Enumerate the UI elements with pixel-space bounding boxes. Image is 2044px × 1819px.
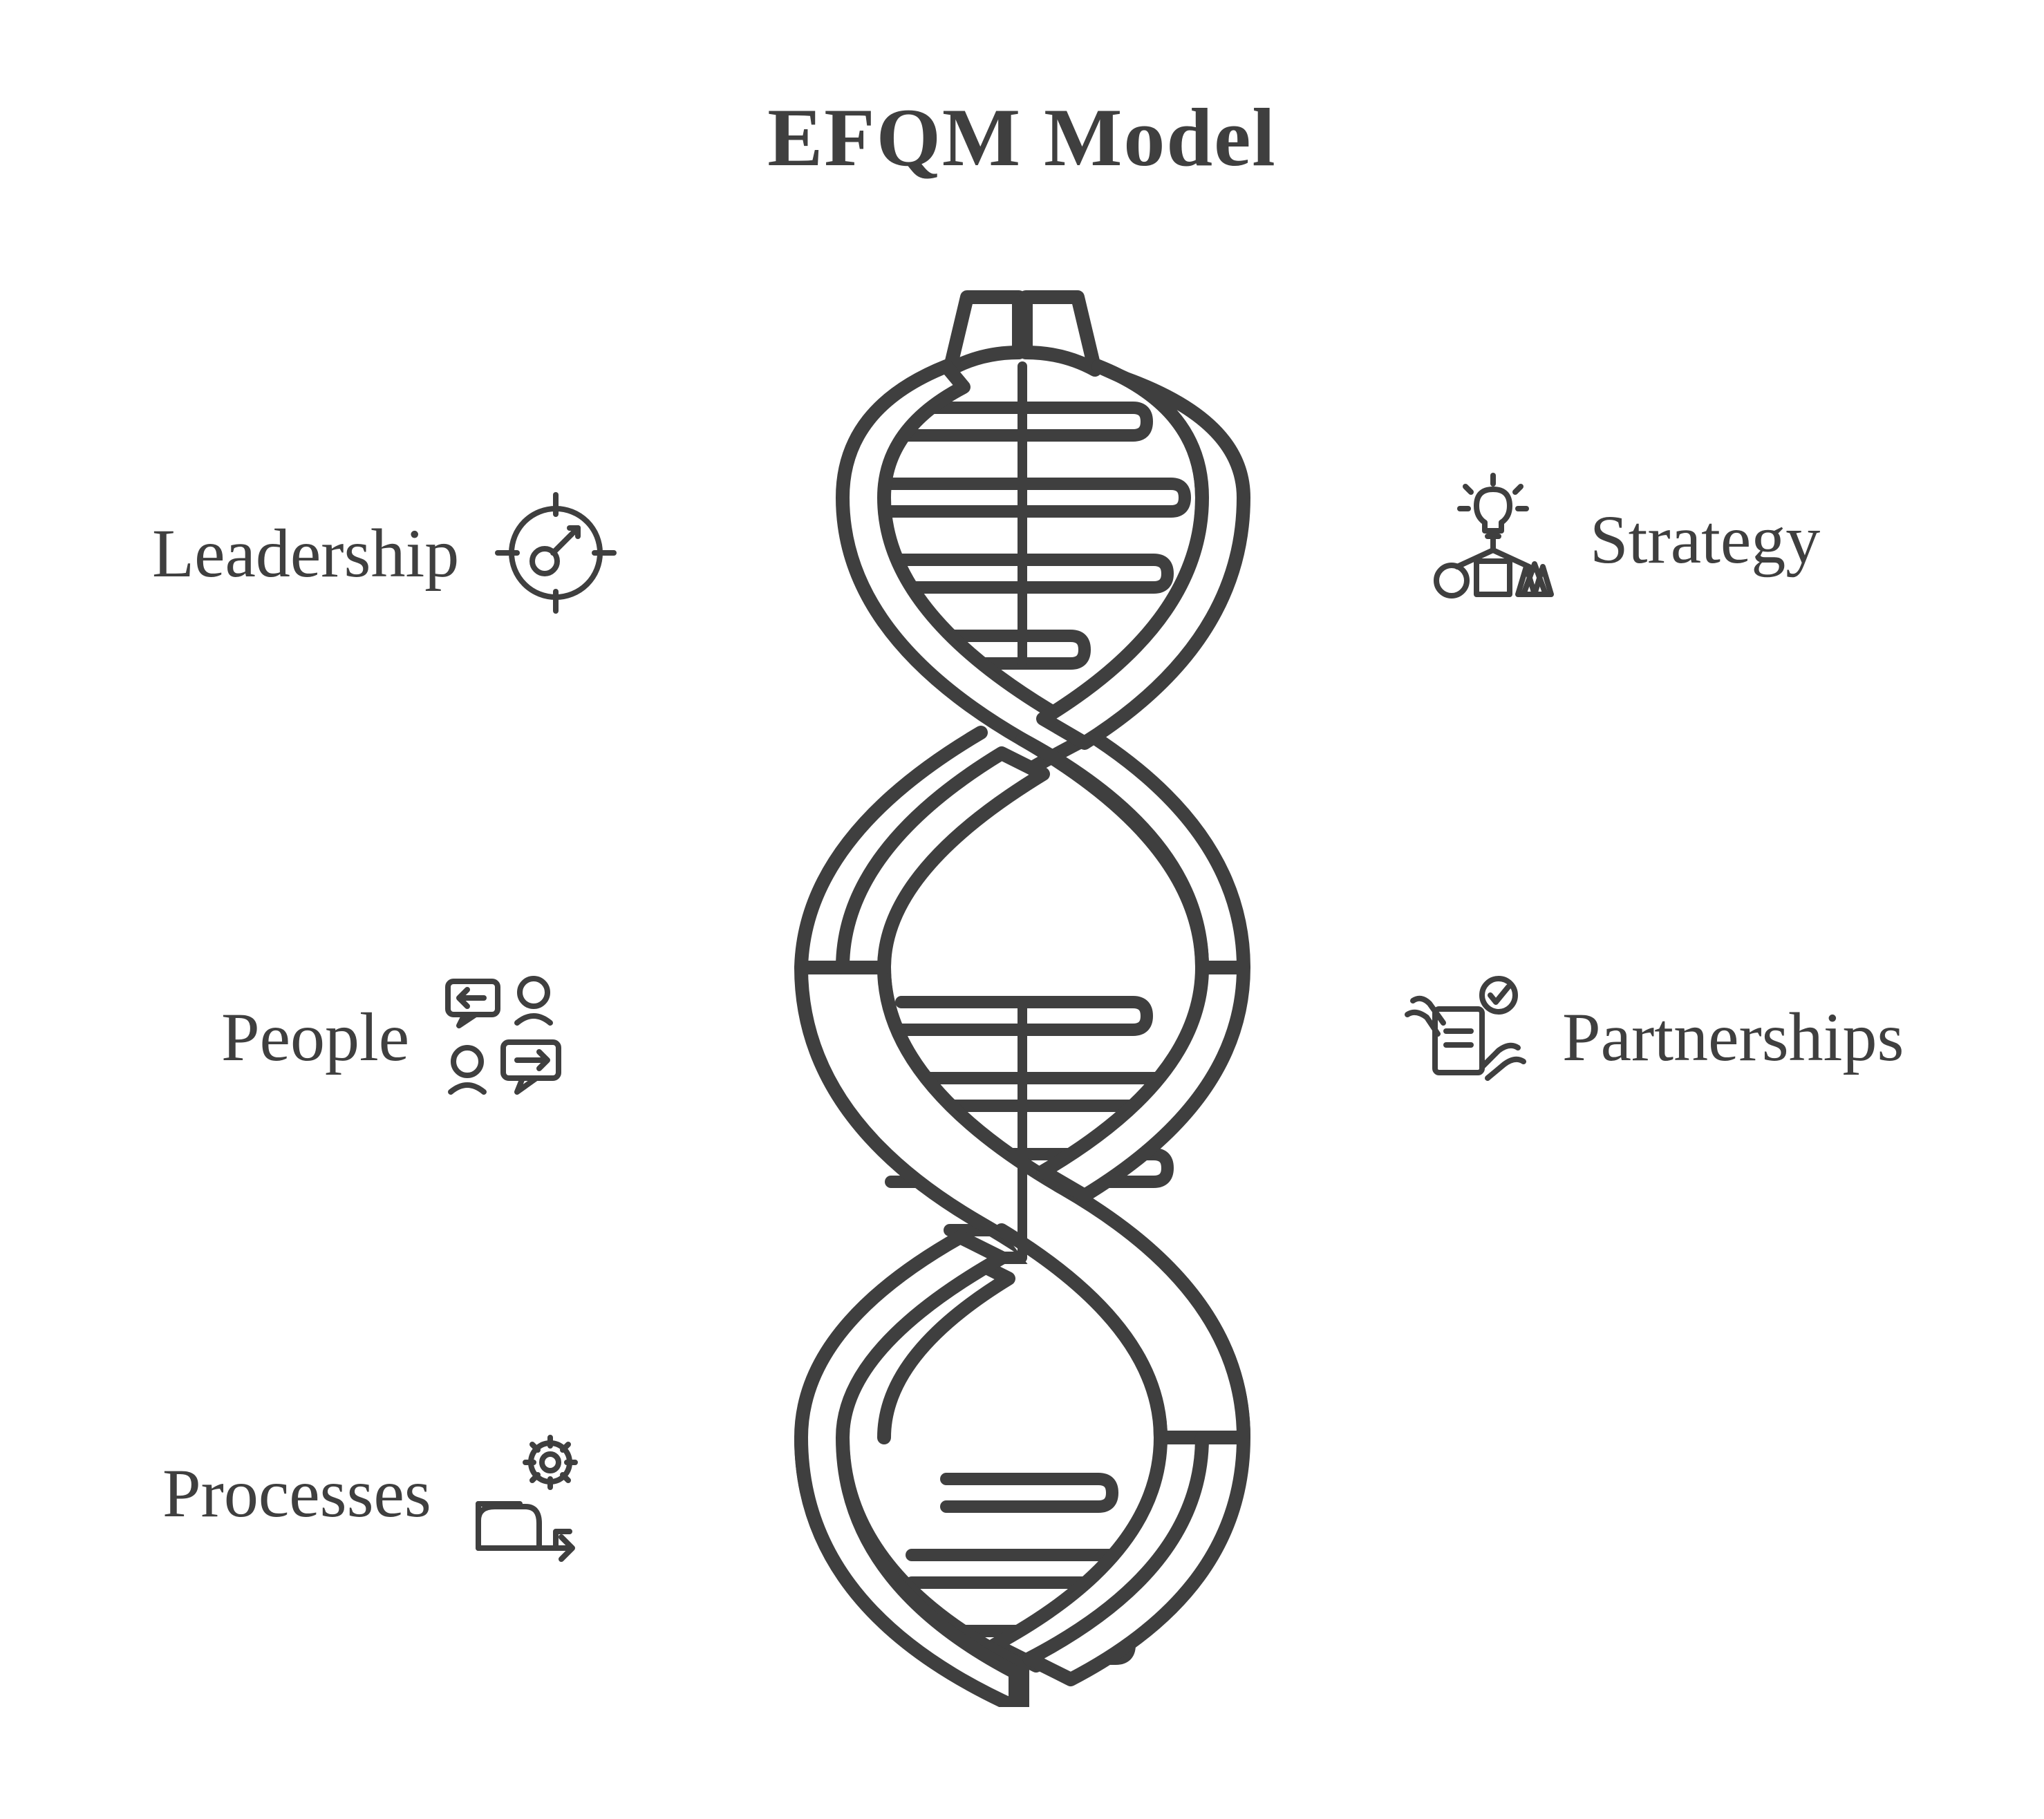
node-partnerships: Partnerships bbox=[1396, 968, 1904, 1106]
shapes-bulb-icon bbox=[1424, 470, 1562, 608]
partnerships-label: Partnerships bbox=[1562, 997, 1904, 1077]
node-leadership: Leadership bbox=[152, 484, 625, 622]
node-processes: Processes bbox=[162, 1424, 597, 1562]
node-strategy: Strategy bbox=[1424, 470, 1820, 608]
strategy-label: Strategy bbox=[1590, 500, 1820, 579]
handshake-check-icon bbox=[1396, 968, 1535, 1106]
processes-label: Processes bbox=[162, 1453, 431, 1533]
gear-flow-icon bbox=[459, 1424, 597, 1562]
people-label: People bbox=[221, 997, 409, 1077]
leadership-label: Leadership bbox=[152, 513, 459, 593]
people-chat-icon bbox=[437, 968, 575, 1106]
diagram-title: EFQM Model bbox=[767, 90, 1277, 185]
node-people: People bbox=[221, 968, 575, 1106]
dna-helix bbox=[739, 290, 1306, 1707]
target-key-icon bbox=[487, 484, 625, 622]
